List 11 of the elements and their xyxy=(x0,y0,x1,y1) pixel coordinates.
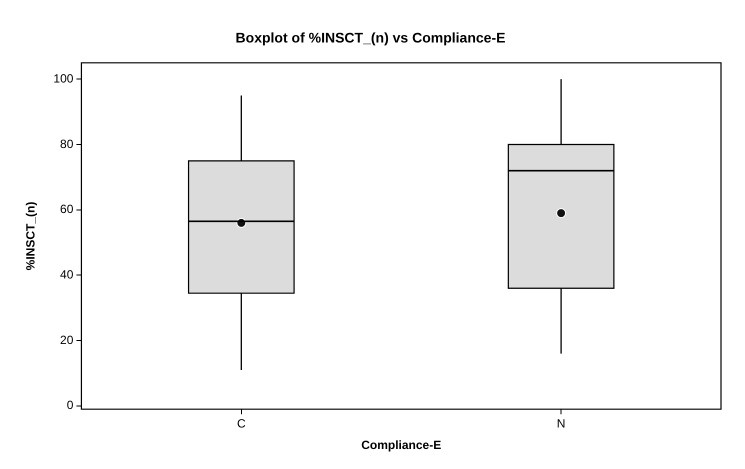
x-tick-label: C xyxy=(236,416,246,431)
x-tick-label: N xyxy=(556,416,566,431)
y-tick-label: 0 xyxy=(66,398,74,412)
y-tick-label: 40 xyxy=(60,268,74,282)
y-tick-label: 60 xyxy=(60,202,74,216)
chart-title: Boxplot of %INSCT_(n) vs Compliance-E xyxy=(236,29,506,46)
y-tick-label: 20 xyxy=(60,332,74,347)
y-axis-title: %INSCT_(n) xyxy=(24,202,38,270)
x-axis-title: Compliance-E xyxy=(361,438,442,452)
y-tick-label: 100 xyxy=(53,71,74,86)
y-tick-label: 80 xyxy=(60,136,74,151)
